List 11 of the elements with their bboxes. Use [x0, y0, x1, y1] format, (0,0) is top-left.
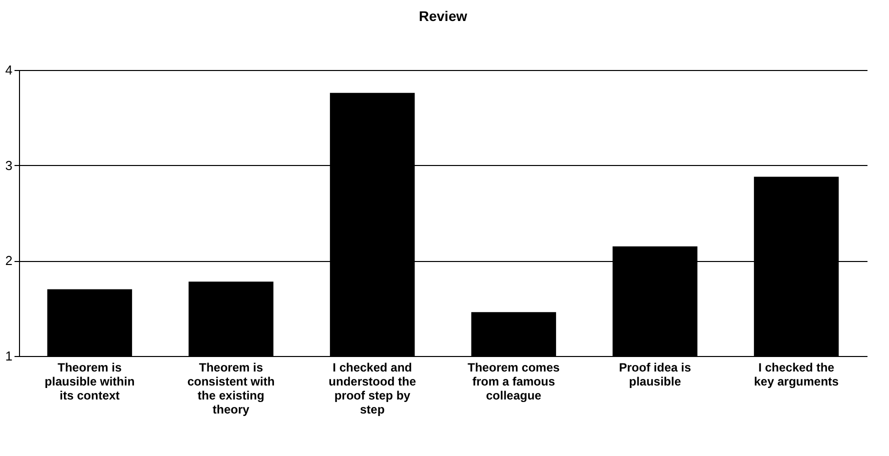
- x-tick-label: I checked the key arguments: [754, 360, 840, 388]
- x-tick-label: Theorem is consistent with the existing theory: [187, 360, 275, 416]
- y-tick-label: 4: [5, 62, 12, 78]
- x-tick-label: Proof idea is plausible: [618, 360, 692, 388]
- x-tick-label: Theorem comes from a famous colleague: [468, 360, 560, 402]
- x-tick-label: I checked and understood the proof step by step: [328, 360, 416, 416]
- x-tick-label: Theorem is plausible within its context: [44, 360, 135, 402]
- chart-title: Review: [418, 8, 468, 24]
- y-tick-label: 3: [5, 158, 12, 173]
- y-tick-label: 1: [5, 348, 12, 364]
- y-tick-label: 2: [5, 253, 12, 268]
